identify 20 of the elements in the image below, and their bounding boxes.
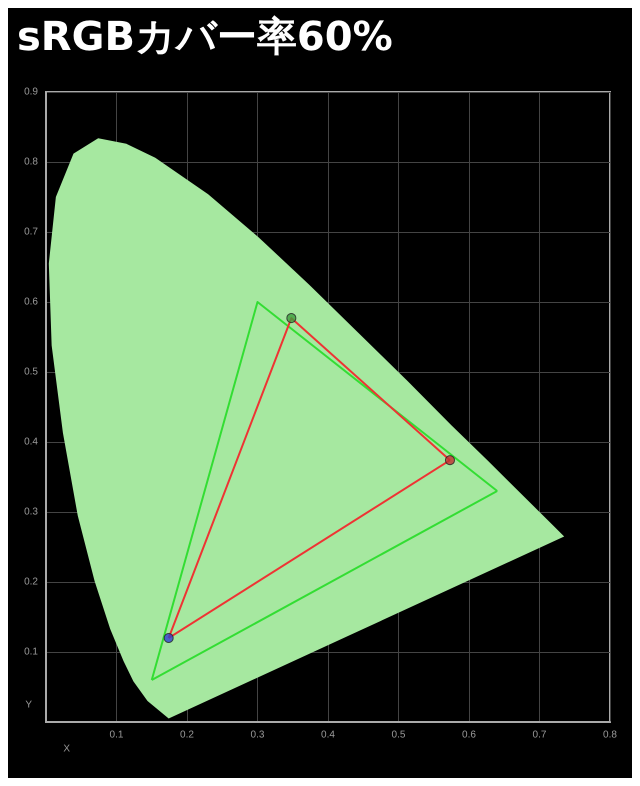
x-tick-label: 0.8	[603, 730, 618, 740]
y-tick-label: 0.7	[24, 226, 38, 238]
x-tick-label: 0.2	[180, 730, 194, 740]
y-tick-label: 0.8	[24, 156, 38, 168]
x-axis-title: X	[63, 744, 70, 754]
x-tick-label: 0.1	[110, 730, 124, 740]
y-tick-label: 0.6	[24, 296, 38, 308]
y-tick-label: 0.9	[24, 86, 38, 98]
x-tick-label: 0.5	[392, 730, 406, 740]
y-axis-title: Y	[25, 700, 32, 710]
y-tick-label: 0.1	[24, 646, 38, 658]
x-tick-label: 0.6	[462, 730, 476, 740]
chart-title: sRGBカバー率60%	[17, 14, 393, 60]
y-tick-label: 0.3	[24, 506, 38, 518]
y-tick-label: 0.2	[24, 576, 38, 588]
x-tick-label: 0.3	[250, 730, 265, 740]
x-tick-label: 0.7	[532, 730, 547, 740]
y-tick-label: 0.4	[24, 436, 38, 448]
x-tick-label: 0.4	[321, 730, 336, 740]
y-tick-label: 0.5	[24, 366, 38, 378]
